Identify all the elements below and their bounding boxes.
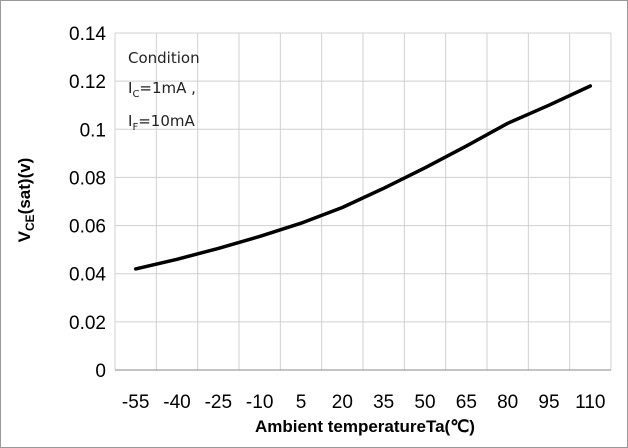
x-tick-label: 80 bbox=[497, 392, 518, 413]
annotation-condition: Condition bbox=[128, 49, 200, 67]
x-tick-label: -25 bbox=[205, 392, 232, 413]
x-tick-label: 110 bbox=[575, 392, 605, 413]
x-tick-label: -55 bbox=[122, 392, 149, 413]
x-tick-label: 50 bbox=[414, 392, 435, 413]
x-tick-label: 20 bbox=[332, 392, 353, 413]
x-tick-label: 95 bbox=[538, 392, 559, 413]
y-tick-label: 0.14 bbox=[69, 24, 106, 45]
x-tick-label: 65 bbox=[456, 392, 477, 413]
y-tick-label: 0.04 bbox=[69, 265, 106, 286]
x-axis-title: Ambient temperatureTa(℃) bbox=[255, 417, 475, 436]
y-tick-label: 0.12 bbox=[69, 72, 106, 93]
y-tick-label: 0.06 bbox=[69, 217, 106, 238]
annotation-if: IF=10mA bbox=[128, 112, 195, 133]
x-tick-label: -40 bbox=[163, 392, 190, 413]
y-tick-label: 0 bbox=[95, 361, 106, 382]
x-tick-label: -10 bbox=[246, 392, 273, 413]
y-tick-label: 0.1 bbox=[80, 120, 106, 141]
x-tick-label: 35 bbox=[373, 392, 394, 413]
y-tick-label: 0.08 bbox=[69, 168, 106, 189]
x-tick-label: 5 bbox=[296, 392, 307, 413]
y-tick-label: 0.02 bbox=[69, 313, 106, 334]
